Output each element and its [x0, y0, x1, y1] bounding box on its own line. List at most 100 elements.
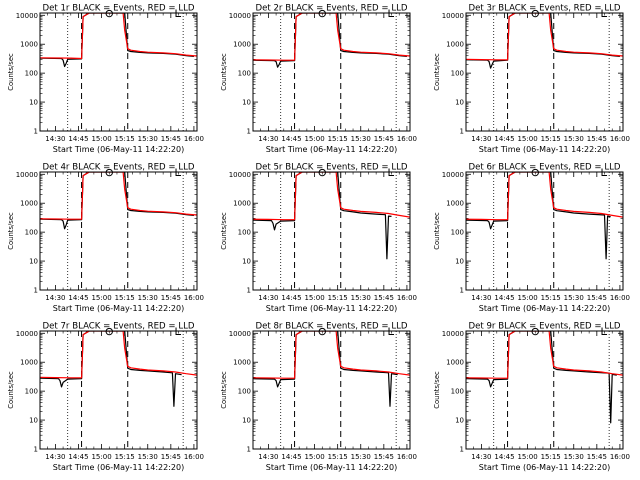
detector-panel: Det 3r BLACK = Events, RED = LLD Counts/s…: [433, 4, 630, 155]
lld-series-line: [466, 172, 623, 221]
y-axis-label: Counts/sec: [7, 212, 15, 250]
x-tick-label: 14:30: [258, 135, 278, 143]
plot-area: [40, 13, 197, 131]
y-tick-label: 10000: [442, 330, 464, 338]
x-tick-label: 15:45: [587, 135, 607, 143]
y-axis-label: Counts/sec: [220, 371, 228, 409]
x-axis-label: Start Time (06-May-11 14:22:20): [266, 463, 397, 472]
panel-frame: [465, 330, 624, 450]
circle-marker: [105, 168, 113, 177]
circle-marker: [318, 327, 326, 336]
x-tick-label: 15:30: [564, 135, 584, 143]
plot-area: [253, 172, 410, 290]
y-tick-label: 10000: [229, 171, 251, 179]
y-tick-label: 1: [460, 287, 464, 295]
y-tick-label: 1: [34, 128, 38, 136]
y-tick-label: 10000: [16, 12, 38, 20]
y-axis-label: Counts/sec: [7, 371, 15, 409]
events-series-line: [40, 331, 182, 407]
detector-panel: Det 6r BLACK = Events, RED = LLD Counts/s…: [433, 163, 630, 314]
events-series-line: [466, 331, 617, 424]
y-tick-label: 1000: [20, 359, 38, 367]
panel-title: Det 3r BLACK = Events, RED = LLD: [468, 4, 620, 14]
x-tick-label: 16:00: [397, 294, 417, 302]
y-tick-label: 100: [238, 70, 251, 78]
x-tick-label: 15:30: [564, 453, 584, 461]
x-axis-label: Start Time (06-May-11 14:22:20): [479, 304, 610, 313]
x-tick-label: 15:15: [328, 294, 348, 302]
panel-frame: [252, 12, 411, 132]
x-tick-label: 15:15: [328, 453, 348, 461]
detector-panel: Det 9r BLACK = Events, RED = LLD Counts/s…: [433, 322, 630, 473]
y-tick-label: 1: [247, 446, 251, 454]
x-tick-label: 15:45: [161, 453, 181, 461]
x-tick-label: 14:30: [45, 453, 65, 461]
circle-marker: [318, 9, 326, 18]
circle-marker: [318, 168, 326, 177]
panel-title: Det 4r BLACK = Events, RED = LLD: [42, 163, 194, 173]
detector-panel: Det 2r BLACK = Events, RED = LLD Counts/s…: [220, 4, 417, 155]
x-axis-label: Start Time (06-May-11 14:22:20): [479, 463, 610, 472]
panel-title: Det 5r BLACK = Events, RED = LLD: [255, 163, 407, 173]
x-tick-label: 14:30: [471, 135, 491, 143]
plot-area: [466, 172, 623, 290]
bracket-marker: [388, 168, 395, 177]
lld-series-line: [253, 13, 410, 61]
lld-series-line: [40, 331, 197, 379]
detector-panel: Det 7r BLACK = Events, RED = LLD Counts/s…: [7, 322, 204, 473]
circle-marker: [531, 327, 539, 336]
y-tick-label: 10000: [442, 171, 464, 179]
lld-series-line: [40, 172, 197, 220]
x-tick-label: 15:45: [161, 294, 181, 302]
y-tick-label: 10: [242, 417, 251, 425]
y-axis-label: Counts/sec: [433, 212, 441, 250]
y-tick-label: 100: [451, 70, 464, 78]
y-tick-label: 100: [25, 388, 38, 396]
x-tick-label: 15:00: [91, 135, 111, 143]
y-tick-label: 1: [34, 446, 38, 454]
y-tick-label: 100: [25, 70, 38, 78]
detector-panel: Det 4r BLACK = Events, RED = LLD Counts/s…: [7, 163, 204, 314]
x-tick-label: 14:45: [281, 294, 301, 302]
bracket-marker: [175, 168, 182, 177]
x-tick-label: 15:00: [304, 135, 324, 143]
y-tick-label: 100: [238, 388, 251, 396]
bracket-marker: [601, 168, 608, 177]
x-axis-label: Start Time (06-May-11 14:22:20): [266, 304, 397, 313]
x-tick-label: 15:45: [161, 135, 181, 143]
circle-marker: [531, 9, 539, 18]
y-tick-label: 100: [25, 229, 38, 237]
x-tick-label: 14:45: [494, 135, 514, 143]
plot-area: [466, 13, 623, 131]
x-tick-label: 14:30: [45, 135, 65, 143]
lld-series-line: [466, 331, 623, 379]
y-tick-label: 100: [451, 229, 464, 237]
lld-series-line: [466, 13, 623, 61]
y-tick-label: 1: [34, 287, 38, 295]
x-tick-label: 15:45: [374, 294, 394, 302]
x-tick-label: 16:00: [397, 135, 417, 143]
panel-frame: [252, 171, 411, 291]
x-tick-label: 15:00: [517, 453, 537, 461]
x-tick-label: 14:30: [471, 294, 491, 302]
y-tick-label: 1000: [233, 200, 251, 208]
y-tick-label: 10000: [16, 171, 38, 179]
events-series-line: [466, 172, 611, 260]
y-tick-label: 10: [455, 99, 464, 107]
x-tick-label: 15:00: [517, 294, 537, 302]
circle-marker: [531, 168, 539, 177]
y-axis-label: Counts/sec: [433, 371, 441, 409]
x-tick-label: 15:15: [541, 294, 561, 302]
x-axis-label: Start Time (06-May-11 14:22:20): [479, 145, 610, 154]
y-tick-label: 1000: [233, 41, 251, 49]
x-tick-label: 14:45: [494, 294, 514, 302]
x-tick-label: 15:30: [564, 294, 584, 302]
x-tick-label: 16:00: [397, 453, 417, 461]
plot-area: [40, 172, 197, 290]
bracket-marker: [388, 9, 395, 18]
y-axis-label: Counts/sec: [433, 53, 441, 91]
events-series-line: [253, 331, 398, 407]
x-tick-label: 15:30: [351, 453, 371, 461]
y-tick-label: 100: [238, 229, 251, 237]
